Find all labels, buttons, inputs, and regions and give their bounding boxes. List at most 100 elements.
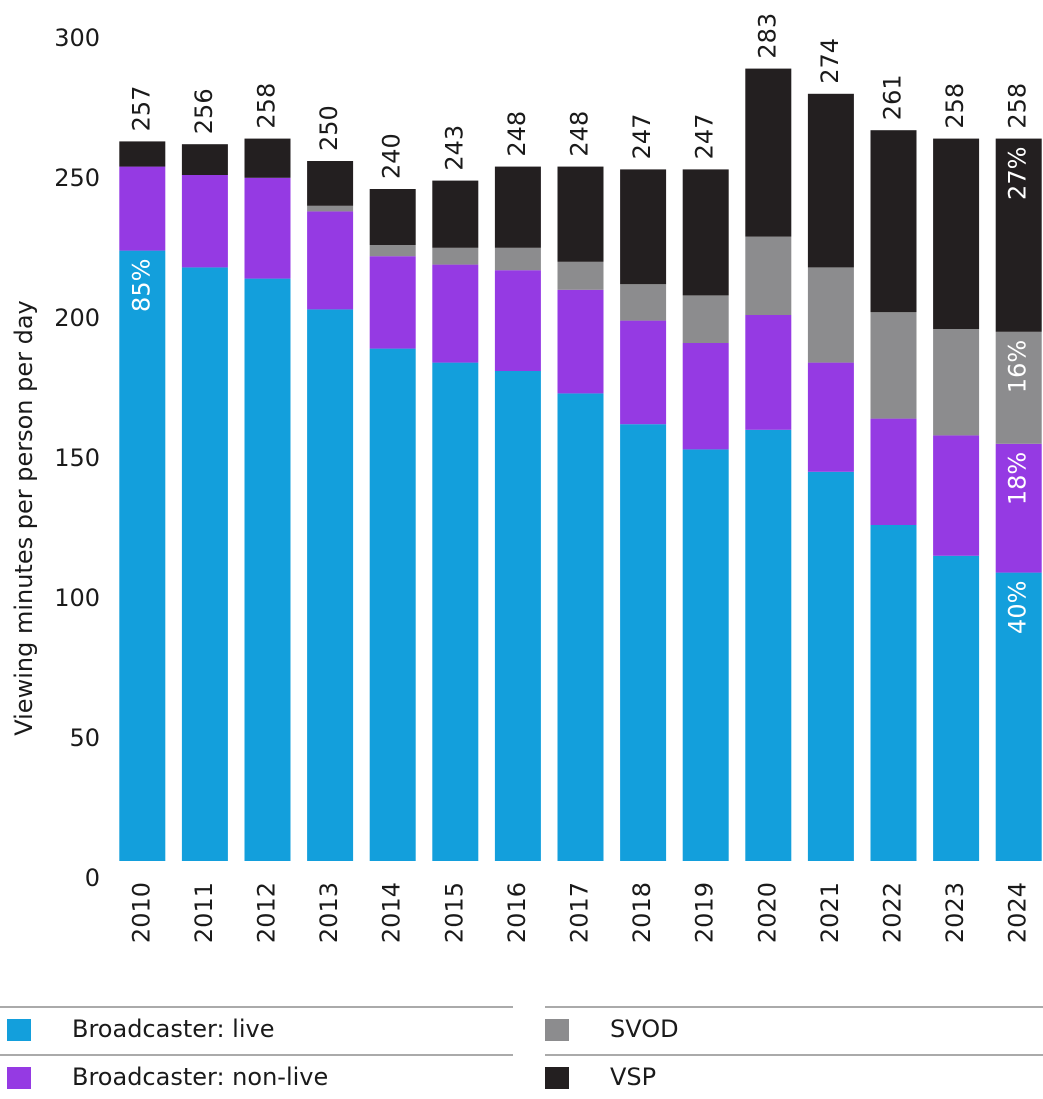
x-tick-label: 2016 [503, 882, 531, 943]
bar-segment [244, 278, 291, 862]
legend-label: Broadcaster: non-live [72, 1063, 328, 1091]
segment-label: 16% [1004, 340, 1032, 393]
x-tick-label: 2017 [566, 882, 594, 943]
bar-segment [494, 371, 541, 861]
y-tick-label: 150 [54, 444, 100, 472]
x-tick-label: 2024 [1004, 882, 1032, 943]
bar-segment [682, 295, 729, 343]
y-tick-label: 200 [54, 304, 100, 332]
total-label: 257 [127, 86, 155, 132]
bar-segment [745, 68, 792, 237]
legend-label: SVOD [610, 1015, 679, 1043]
bar-segment [369, 348, 416, 862]
bar-segment [119, 250, 166, 862]
bar-segment [244, 177, 291, 279]
bar-segment [933, 138, 980, 329]
bar-segment [745, 429, 792, 861]
bar-segment [557, 261, 604, 290]
legend-swatch [545, 1019, 569, 1041]
bar-segment [620, 320, 667, 425]
bar-segment [432, 180, 479, 248]
legend-swatch [545, 1067, 569, 1089]
bar-segment [933, 435, 980, 556]
bar-segment [432, 264, 479, 363]
total-label: 247 [628, 114, 656, 160]
bar-segment [933, 555, 980, 861]
total-label: 250 [315, 105, 343, 151]
legend-swatch [7, 1067, 31, 1089]
segment-label: 40% [1004, 581, 1032, 634]
total-label: 256 [190, 88, 218, 134]
bar-segment [181, 144, 228, 175]
total-label: 258 [253, 83, 281, 129]
bar-segment [807, 471, 854, 861]
x-tick-label: 2014 [378, 882, 406, 943]
bar-segment [807, 362, 854, 472]
bar-segment [870, 312, 917, 419]
x-tick-label: 2011 [190, 882, 218, 943]
y-tick-label: 250 [54, 164, 100, 192]
x-tick-label: 2012 [253, 882, 281, 943]
bar-segment [995, 331, 1042, 444]
legend-swatch [7, 1019, 31, 1041]
total-label: 240 [378, 133, 406, 179]
bar-segment [432, 362, 479, 861]
bar-segment [620, 169, 667, 285]
bar-segment [181, 175, 228, 268]
bar-segment [494, 270, 541, 371]
y-tick-label: 0 [85, 864, 100, 892]
bar-segment [494, 166, 541, 248]
x-tick-label: 2023 [941, 882, 969, 943]
bar-segment [620, 424, 667, 861]
bar-segment [244, 138, 291, 178]
bar-segment [307, 211, 354, 310]
y-tick-label: 300 [54, 24, 100, 52]
total-label: 258 [1004, 83, 1032, 129]
bar-segment [620, 284, 667, 321]
bar-segment [682, 343, 729, 450]
x-tick-label: 2013 [315, 882, 343, 943]
bar-segment [557, 166, 604, 262]
bar-segment [557, 289, 604, 394]
bar-segment [557, 393, 604, 861]
bar-segment [745, 315, 792, 430]
bar-segment [745, 236, 792, 315]
bar-segment [870, 418, 917, 525]
bar-segment [432, 247, 479, 265]
total-label: 248 [566, 111, 594, 157]
x-tick-label: 2019 [691, 882, 719, 943]
x-tick-label: 2022 [879, 882, 907, 943]
bar-segment [807, 267, 854, 363]
total-label: 243 [440, 125, 468, 171]
bar-segment [307, 161, 354, 206]
segment-label: 27% [1004, 147, 1032, 200]
y-axis-label: Viewing minutes per person per day [10, 300, 38, 736]
bar-segment [995, 443, 1042, 573]
total-label: 283 [753, 13, 781, 59]
total-label: 248 [503, 111, 531, 157]
bar-segment [369, 256, 416, 349]
bar-segment [807, 93, 854, 268]
x-tick-label: 2010 [127, 882, 155, 943]
bar-segment [181, 267, 228, 861]
x-tick-label: 2021 [816, 882, 844, 943]
legend-label: VSP [610, 1063, 656, 1091]
bar-segment [682, 449, 729, 861]
bar-segment [870, 130, 917, 313]
bar-segment [369, 189, 416, 245]
total-label: 258 [941, 83, 969, 129]
bar-segment [119, 166, 166, 251]
bar-segment [682, 169, 729, 296]
bar-segment [933, 329, 980, 436]
bar-segment [307, 309, 354, 861]
bar-segment [369, 245, 416, 257]
segment-label: 85% [127, 259, 155, 312]
total-label: 247 [691, 114, 719, 160]
y-tick-label: 100 [54, 584, 100, 612]
total-label: 261 [879, 74, 907, 120]
bar-segment [119, 141, 166, 167]
x-tick-label: 2020 [753, 882, 781, 943]
y-tick-label: 50 [69, 724, 100, 752]
total-label: 274 [816, 38, 844, 84]
